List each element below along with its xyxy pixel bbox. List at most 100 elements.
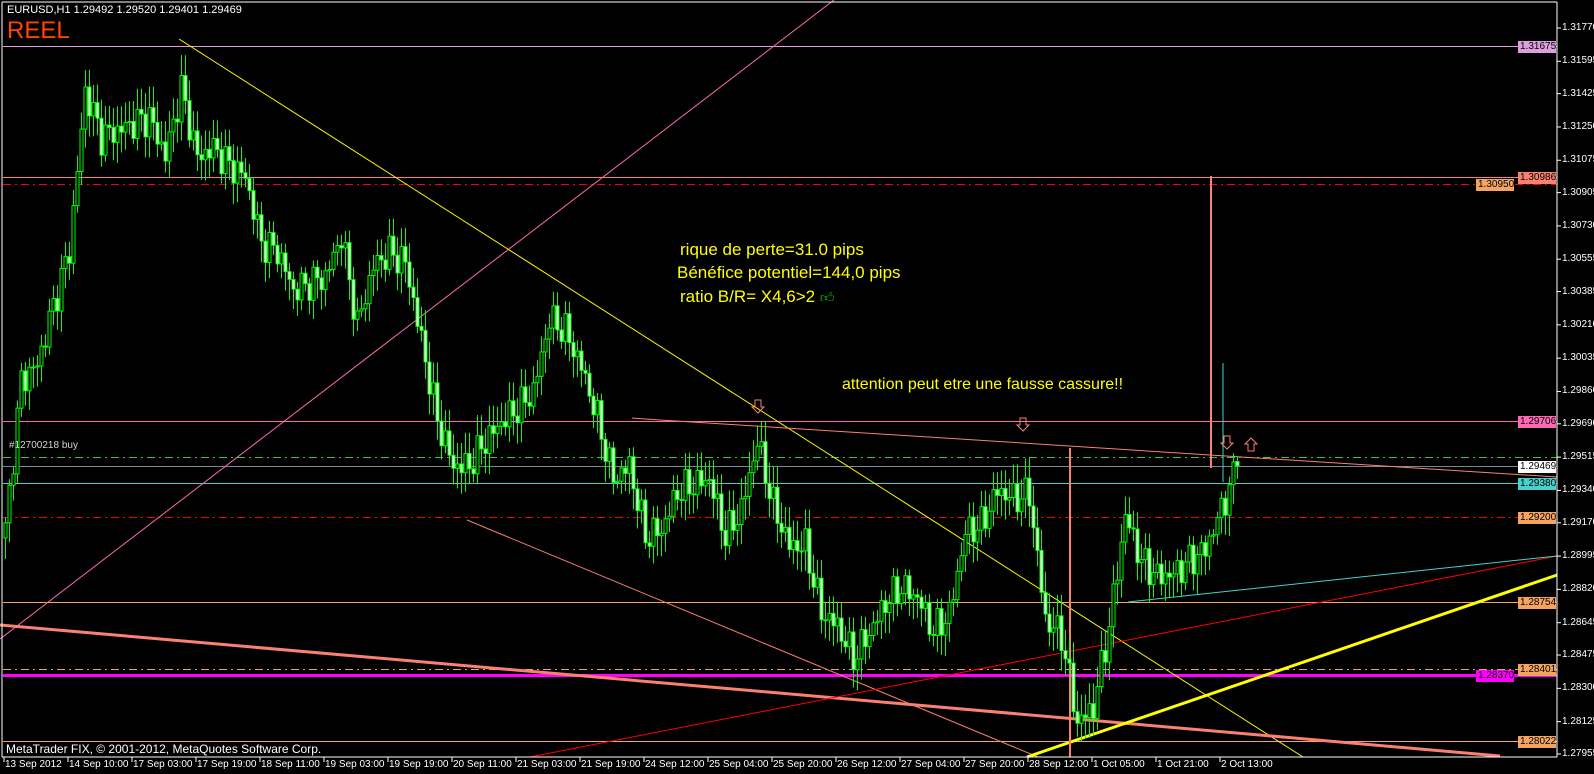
candle [411, 267, 416, 311]
candle [403, 227, 408, 283]
candle [723, 510, 728, 561]
candle [1079, 694, 1084, 742]
candle [775, 466, 780, 544]
candle-body [99, 117, 104, 156]
candle [795, 520, 800, 570]
candle [923, 594, 928, 622]
ratio-annotation-row: ratio B/R= X4,6>2 👍︎ [680, 287, 835, 307]
candle-body [219, 149, 224, 175]
candle-body [595, 400, 600, 416]
price-tick-label: 1.31075 [1562, 154, 1594, 166]
candle [579, 340, 584, 388]
cyan-ascending-line[interactable] [1127, 555, 1558, 603]
candle [763, 420, 768, 499]
candle [15, 400, 20, 484]
candle-body [591, 395, 596, 416]
candle-body [1223, 497, 1228, 516]
yellow-thick-support-line[interactable] [1026, 573, 1558, 759]
candle [1019, 479, 1024, 527]
candle [607, 442, 612, 479]
candle-body [991, 489, 996, 512]
candle [367, 260, 372, 322]
salmon-lower-channel-line[interactable] [466, 519, 1039, 758]
candle-body [71, 205, 76, 264]
salmon-upper-channel-line[interactable] [631, 417, 1558, 478]
candle [303, 267, 308, 292]
candle-body [1047, 613, 1052, 633]
candle-body [1107, 626, 1112, 663]
candle-body [843, 640, 848, 648]
candle-body [1131, 527, 1136, 530]
candle [971, 502, 976, 563]
candle-body [1135, 528, 1140, 564]
candle-body [11, 473, 16, 486]
candle [891, 568, 896, 622]
candle-body [323, 270, 328, 291]
down-arrow-icon[interactable] [1219, 435, 1235, 450]
candle-body [407, 261, 412, 288]
candle [279, 243, 284, 279]
candle [203, 130, 208, 181]
candle [1023, 458, 1028, 519]
candle-body [807, 528, 812, 574]
candle-body [391, 235, 396, 256]
candle [3, 517, 8, 559]
candle-body [1151, 572, 1156, 586]
candle [147, 86, 152, 158]
candle-body [455, 463, 460, 469]
candle-body [1123, 513, 1128, 543]
candle-body [1067, 658, 1072, 664]
candle [707, 460, 712, 497]
red-ascending-line[interactable] [529, 555, 1558, 758]
candle [187, 80, 192, 148]
candle-body [483, 448, 488, 454]
candle-body [687, 469, 692, 495]
candle-body [535, 375, 540, 384]
candle [443, 410, 448, 454]
candle [1135, 512, 1140, 581]
candle-body [659, 532, 664, 537]
candle [87, 69, 92, 137]
candle [51, 285, 56, 326]
order-label[interactable]: #12700218 buy [9, 440, 78, 451]
candle [615, 474, 620, 489]
candle [539, 336, 544, 396]
candle [823, 602, 828, 639]
candle-body [635, 488, 640, 512]
candle [115, 106, 120, 164]
candle [131, 101, 136, 145]
thumbs-up-icon: 👍︎ [819, 289, 835, 305]
candle [907, 569, 912, 617]
down-arrow-icon[interactable] [750, 399, 766, 414]
candle [1203, 535, 1208, 575]
candle-body [891, 576, 896, 605]
candle-body [127, 121, 132, 124]
time-tick-label: 1 Oct 21:00 [1157, 759, 1209, 770]
price-level-tag: 1.30986 [1518, 171, 1556, 184]
candle [1139, 543, 1144, 584]
candle [59, 254, 64, 332]
candle-body [435, 382, 440, 422]
salmon-thick-support-line[interactable] [0, 623, 1501, 758]
candle-body [1071, 662, 1076, 713]
candle [1159, 550, 1164, 596]
candle-body [755, 445, 760, 462]
up-arrow-icon[interactable] [1243, 437, 1259, 452]
candle [911, 588, 916, 620]
candle [335, 235, 340, 266]
candle [643, 488, 648, 549]
down-arrow-icon[interactable] [1015, 417, 1031, 432]
candle [199, 135, 204, 180]
candle-body [751, 460, 756, 474]
candle [223, 129, 228, 190]
candle-body [1003, 487, 1008, 501]
yellow-descending-line[interactable] [178, 38, 1304, 758]
candle [779, 502, 784, 548]
candle [711, 460, 716, 519]
candle-body [315, 266, 320, 279]
candle [459, 442, 464, 494]
candle-body [759, 441, 764, 447]
price-tick-label: 1.30385 [1562, 285, 1594, 297]
time-tick-label: 17 Sep 03:00 [133, 759, 193, 770]
